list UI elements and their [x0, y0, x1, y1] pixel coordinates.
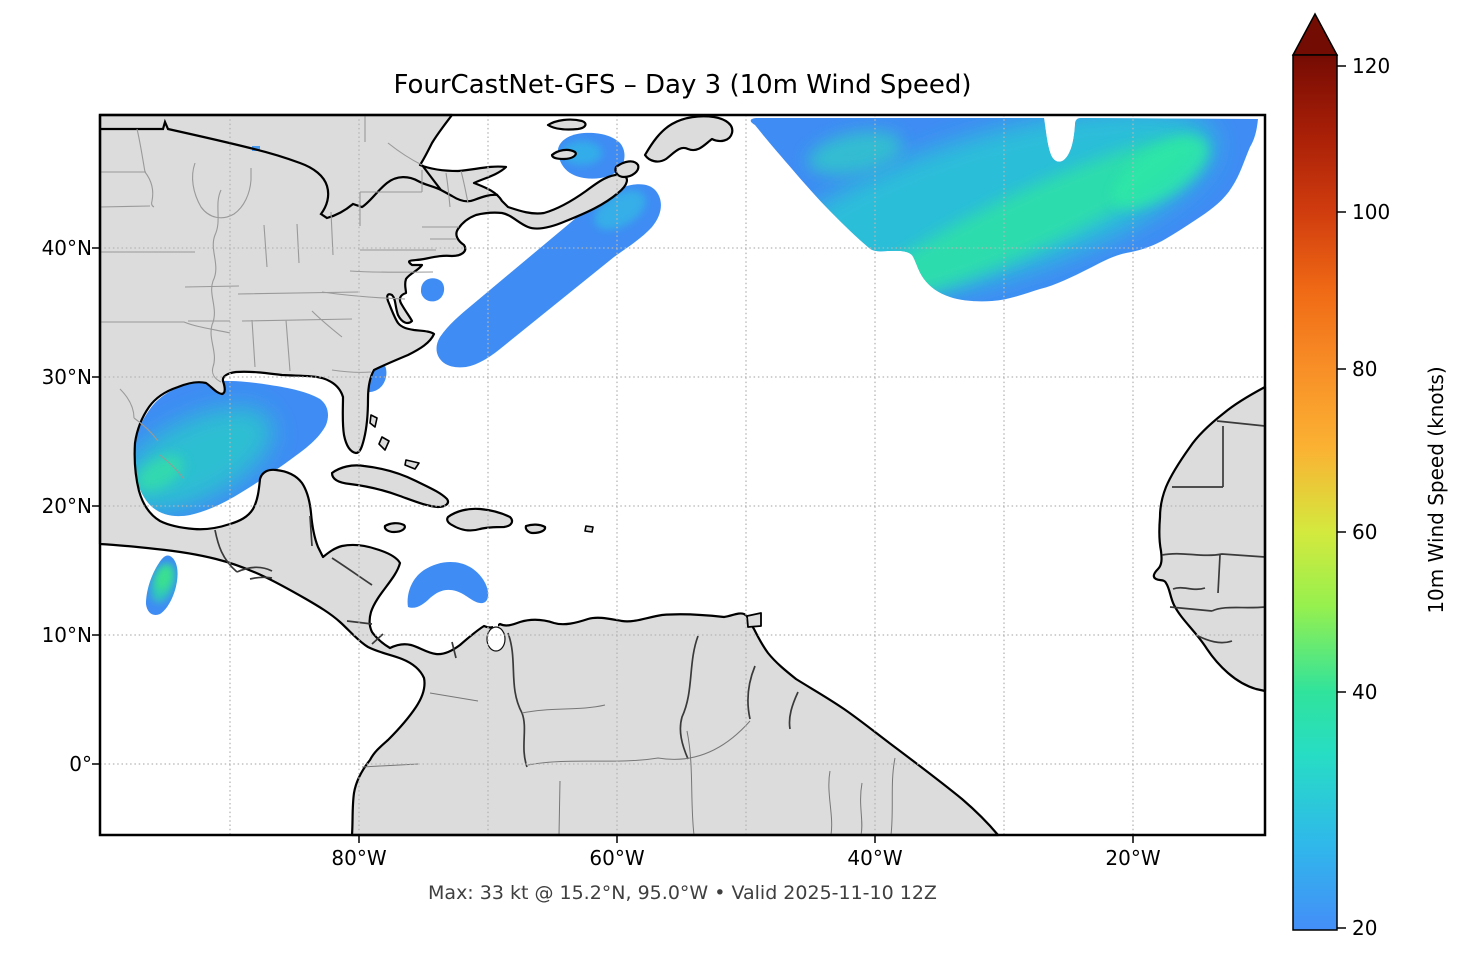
colorbar-tick-120: 120: [1352, 54, 1391, 78]
colorbar-tick-100: 100: [1352, 200, 1391, 224]
colorbar-gradient-bar: [1292, 54, 1338, 931]
colorbar-tick-40: 40: [1352, 680, 1378, 704]
figure-subtitle: Max: 33 kt @ 15.2°N, 95.0°W • Valid 2025…: [428, 882, 937, 904]
landmass-americas: [98, 113, 1000, 837]
landmass-africa: [1152, 385, 1267, 693]
island-prince-edward: [550, 148, 577, 161]
island-puerto-rico: [524, 523, 547, 535]
y-tick-20n: 20°N: [41, 494, 92, 518]
wind-region-tehuantepec: [146, 555, 178, 615]
island-jamaica: [383, 522, 406, 534]
colorbar-extend-arrow: [1291, 12, 1339, 56]
x-tick-80w: 80°W: [331, 846, 387, 870]
y-tick-0: 0°: [69, 752, 92, 776]
x-tick-40w: 40°W: [847, 846, 903, 870]
wind-region-st-lawrence: [558, 132, 625, 179]
island-trinidad: [746, 612, 762, 628]
axis-tick-marks: [92, 247, 1134, 843]
wind-region-gulf-of-mexico: [133, 380, 328, 517]
colorbar-tick-marks: [1337, 65, 1346, 929]
plot-frame: [98, 113, 1267, 837]
colorbar-tick-60: 60: [1352, 520, 1378, 544]
wind-region-se-caribbean: [407, 561, 489, 608]
lake-maracaibo: [486, 623, 506, 652]
wind-region-mid-atlantic-spot: [421, 278, 445, 302]
island-cape-breton: [614, 160, 640, 179]
y-tick-40n: 40°N: [41, 236, 92, 260]
y-tick-30n: 30°N: [41, 365, 92, 389]
colorbar-tick-80: 80: [1352, 357, 1378, 381]
map-plot-area: [92, 113, 1267, 843]
island-bahamas: [369, 414, 594, 533]
state-borders: [99, 115, 469, 480]
island-anticosti: [546, 118, 587, 131]
colorbar-axis-label: 10m Wind Speed (knots): [1424, 366, 1448, 614]
x-tick-20w: 20°W: [1105, 846, 1161, 870]
island-hispaniola: [446, 507, 514, 532]
colorbar-tick-20: 20: [1352, 916, 1378, 940]
island-newfoundland: [643, 115, 734, 163]
regional-borders: [361, 692, 896, 836]
x-tick-60w: 60°W: [589, 846, 645, 870]
land-layer: [98, 113, 1267, 837]
y-tick-10n: 10°N: [41, 623, 92, 647]
page-title: FourCastNet-GFS – Day 3 (10m Wind Speed): [393, 70, 972, 100]
island-cuba: [330, 464, 450, 509]
us-canada-border: [100, 118, 499, 220]
